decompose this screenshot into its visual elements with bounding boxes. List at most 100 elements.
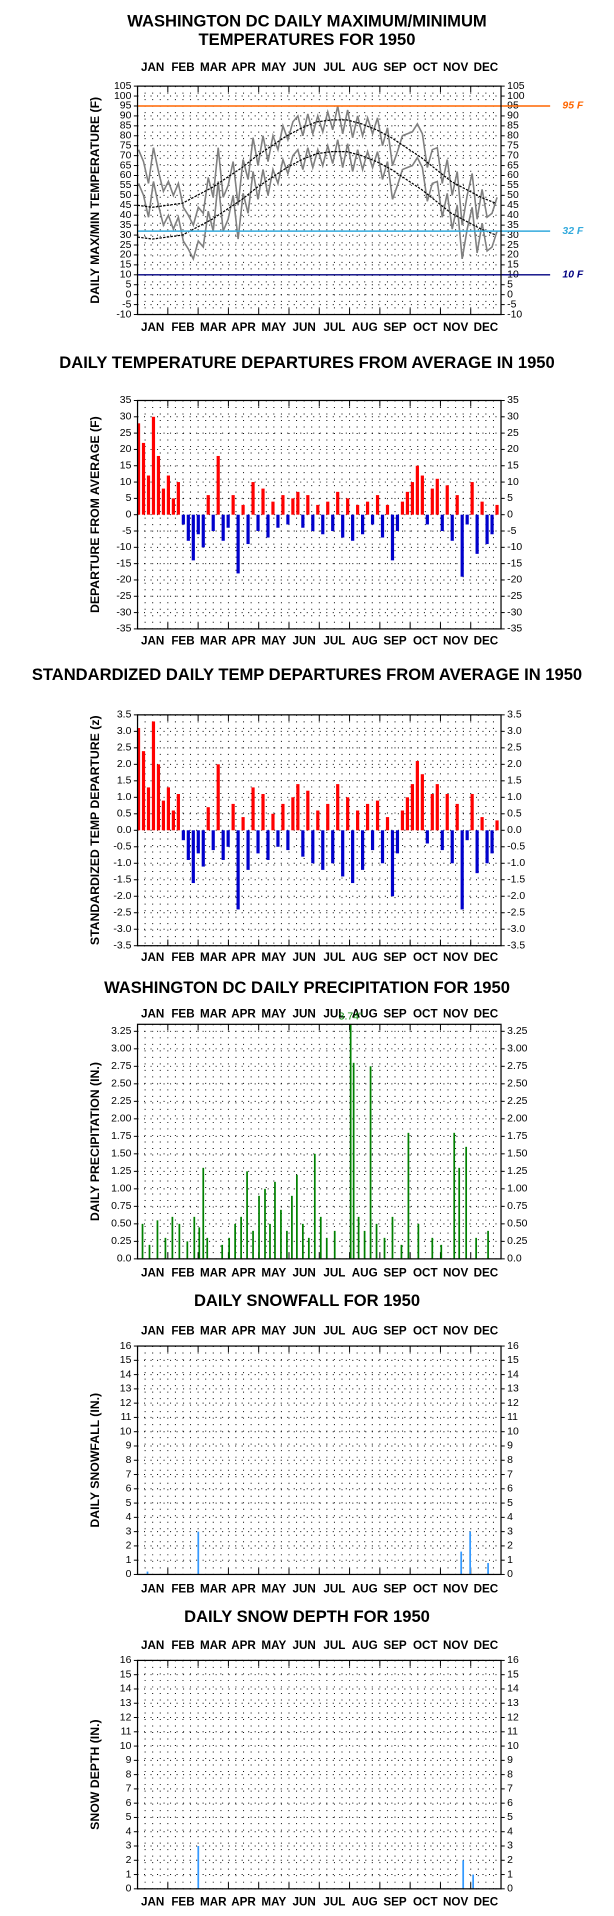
y-tick-label: 2.5: [117, 743, 132, 754]
bar: [313, 1153, 316, 1259]
bar: [276, 830, 280, 847]
month-label-top: APR: [231, 61, 256, 74]
y-tick-label: 8: [126, 1769, 132, 1780]
month-label-top: MAR: [200, 1639, 227, 1652]
month-label-top: MAY: [261, 61, 286, 74]
value-label: 3.74": [339, 1012, 363, 1023]
y-tick-label-right: 14: [507, 1684, 519, 1695]
bar: [241, 504, 245, 515]
y-tick-label: 11: [121, 1412, 132, 1423]
chart-title: WASHINGTON DC DAILY PRECIPITATION FOR 19…: [104, 978, 510, 997]
y-tick-label: 25: [120, 240, 132, 251]
y-tick-label-right: 0.75: [507, 1201, 527, 1212]
y-tick-label-right: 0.50: [507, 1219, 527, 1230]
month-label: JUN: [292, 1895, 315, 1908]
bar: [425, 514, 429, 525]
y-tick-label: -25: [116, 591, 131, 602]
month-label: MAY: [261, 321, 286, 334]
month-label: AUG: [352, 634, 378, 647]
month-label: SEP: [383, 634, 407, 647]
y-tick-label: 15: [120, 260, 132, 271]
y-tick-label: 35: [120, 220, 132, 231]
bar: [251, 787, 255, 831]
bar: [197, 1845, 200, 1889]
bar: [156, 1220, 159, 1259]
bar: [395, 514, 400, 532]
month-label: JUL: [323, 1582, 345, 1595]
bar: [196, 514, 200, 535]
y-tick-label-right: -3.5: [507, 940, 525, 951]
y-tick-label-right: 105: [507, 81, 525, 92]
y-tick-label: 3.0: [117, 726, 132, 737]
y-tick-label: 105: [114, 81, 132, 92]
bar: [286, 514, 290, 525]
y-tick-label: -0.5: [113, 842, 131, 853]
y-tick-label-right: 14: [507, 1369, 519, 1380]
bar: [156, 455, 161, 515]
bar: [271, 813, 275, 831]
bar: [390, 514, 395, 561]
bar: [221, 514, 225, 541]
bar: [331, 514, 335, 532]
bar: [176, 794, 180, 831]
y-tick-label-right: 12: [507, 1712, 519, 1723]
bar: [480, 501, 484, 515]
bar: [341, 514, 345, 538]
y-tick-label-right: 3: [507, 1526, 513, 1537]
bar: [465, 514, 469, 525]
bar: [445, 485, 449, 515]
month-label: JUN: [292, 634, 315, 647]
month-label: OCT: [413, 1895, 438, 1908]
y-tick-label: 12: [120, 1712, 132, 1723]
month-label: DEC: [474, 1895, 499, 1908]
series-line: [137, 151, 497, 240]
y-tick-label-right: 0: [507, 289, 513, 300]
plot-frame: [136, 714, 502, 947]
y-tick-label-right: 9: [507, 1441, 513, 1452]
y-tick-label-right: 90: [507, 111, 519, 122]
month-label-top: NOV: [443, 1008, 468, 1021]
month-label-top: OCT: [413, 1324, 438, 1337]
y-tick-label: 8: [126, 1455, 132, 1466]
bar: [236, 514, 240, 574]
y-tick-label-right: 40: [507, 210, 519, 221]
y-tick-label: 35: [120, 395, 132, 406]
y-tick-label-right: -3.0: [507, 924, 525, 935]
y-axis-label: DAILY PRECIPITATION (IN.): [88, 1062, 102, 1221]
y-tick-label: 0: [126, 509, 132, 520]
y-tick-label: -2.5: [113, 907, 131, 918]
y-tick-label-right: 1.50: [507, 1149, 527, 1160]
bar: [400, 810, 405, 831]
bar: [346, 498, 350, 515]
month-label: SEP: [383, 951, 407, 964]
bar: [296, 491, 300, 515]
y-tick-label-right: 35: [507, 395, 519, 406]
month-label: APR: [231, 951, 256, 964]
y-tick-label-right: 1: [507, 1555, 513, 1566]
month-label: MAR: [200, 1582, 227, 1595]
bar: [161, 488, 166, 515]
y-tick-label: 0: [126, 289, 132, 300]
bar: [460, 1551, 463, 1575]
month-label-top: SEP: [383, 1008, 407, 1021]
bar: [400, 501, 405, 515]
y-tick-label-right: 10: [507, 1741, 519, 1752]
bar: [171, 498, 175, 515]
month-label: AUG: [352, 1267, 378, 1280]
series-line: [137, 105, 498, 228]
month-label: AUG: [352, 1582, 378, 1595]
bar: [495, 504, 499, 515]
bar: [415, 465, 419, 515]
y-tick-label-right: 5: [507, 1498, 513, 1509]
month-label: JAN: [141, 1267, 164, 1280]
month-label-top: JUL: [323, 61, 345, 74]
bar: [331, 830, 335, 864]
month-label-top: NOV: [443, 61, 468, 74]
y-tick-label-right: 1.5: [507, 776, 522, 787]
y-tick-label: 2.0: [117, 759, 132, 770]
month-label-top: JUN: [292, 1008, 315, 1021]
month-label: JAN: [141, 321, 164, 334]
y-tick-label-right: 35: [507, 220, 519, 231]
bar: [228, 1237, 231, 1259]
y-tick-label: 3: [126, 1526, 132, 1537]
